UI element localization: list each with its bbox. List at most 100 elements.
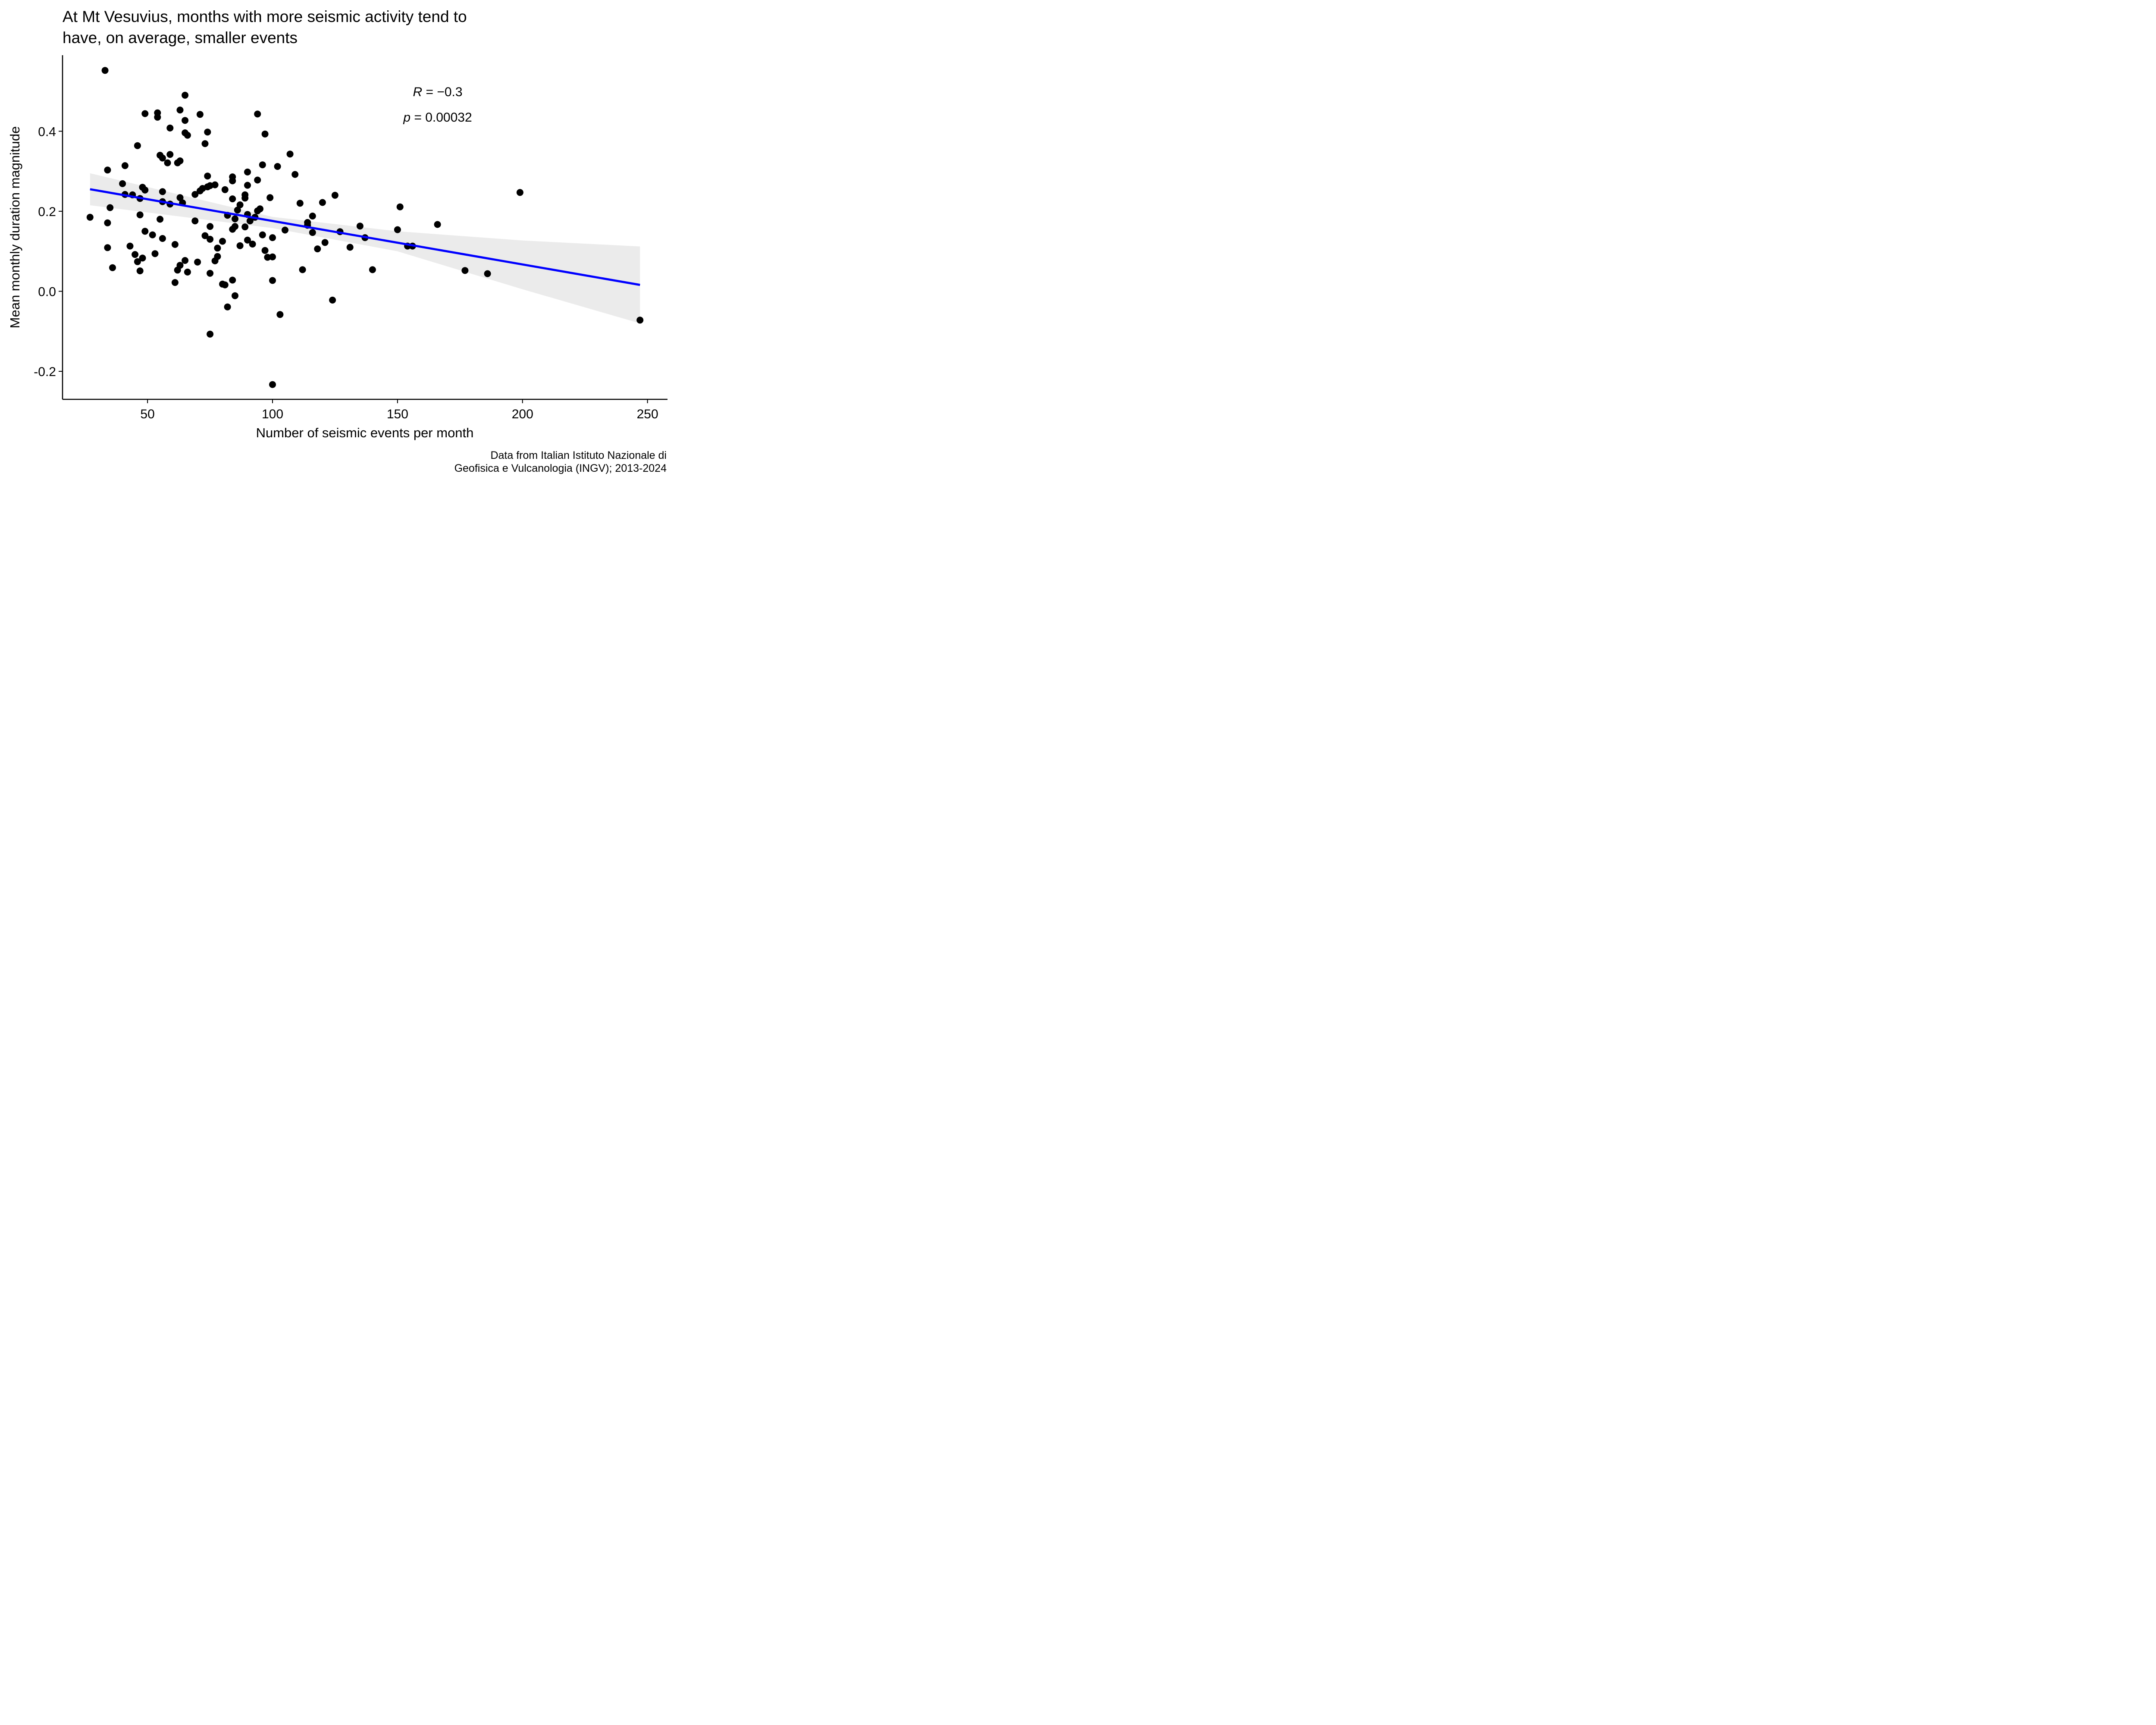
data-point xyxy=(236,201,244,208)
data-point xyxy=(204,172,211,180)
data-point xyxy=(329,296,336,304)
data-point xyxy=(296,200,304,207)
data-point xyxy=(101,67,109,74)
data-point xyxy=(636,317,644,324)
data-point xyxy=(321,239,329,246)
data-point xyxy=(166,124,174,132)
y-tick-label: 0.2 xyxy=(38,205,56,219)
data-point xyxy=(274,163,281,170)
data-point xyxy=(269,234,276,242)
data-point xyxy=(104,166,111,174)
data-point xyxy=(154,113,161,121)
data-point xyxy=(254,176,261,184)
data-point xyxy=(136,211,144,219)
data-point xyxy=(232,215,238,223)
x-tick-label: 50 xyxy=(140,407,154,421)
data-point xyxy=(484,270,491,277)
caption-line-1: Data from Italian Istituto Nazionale di xyxy=(490,449,667,461)
x-axis-label: Number of seismic events per month xyxy=(256,425,474,440)
data-point xyxy=(194,258,201,266)
data-point xyxy=(434,221,441,228)
data-point xyxy=(309,213,316,220)
data-point xyxy=(207,330,214,338)
data-point xyxy=(236,242,244,249)
data-point xyxy=(219,238,226,245)
data-point xyxy=(232,223,238,230)
data-point xyxy=(182,257,189,264)
data-point xyxy=(346,244,354,251)
p-value-annotation: p = 0.00032 xyxy=(403,110,472,125)
caption-line-2: Geofisica e Vulcanologia (INGV); 2013-20… xyxy=(454,462,667,474)
data-point xyxy=(229,276,236,284)
data-point xyxy=(176,262,184,269)
y-tick-label: -0.2 xyxy=(34,365,56,379)
data-point xyxy=(269,277,276,284)
x-tick-label: 250 xyxy=(637,407,658,421)
data-point xyxy=(132,251,139,258)
data-point xyxy=(244,182,251,189)
data-point xyxy=(134,258,141,265)
data-point xyxy=(171,241,179,248)
data-point xyxy=(139,254,146,262)
data-point xyxy=(244,236,251,244)
data-point xyxy=(104,219,111,226)
regression-line xyxy=(90,188,640,286)
r-value: = −0.3 xyxy=(422,85,462,99)
data-point xyxy=(176,157,184,164)
data-point xyxy=(461,267,469,274)
data-point xyxy=(269,381,276,388)
data-point xyxy=(259,231,266,238)
y-tick-label: 0.0 xyxy=(38,285,56,299)
data-point xyxy=(121,162,128,169)
data-point xyxy=(211,181,219,188)
data-point xyxy=(261,130,269,138)
axis-ticks: 50 100 150 200 250 -0.2 0.0 0.2 0.4 xyxy=(34,125,658,421)
data-point xyxy=(286,151,294,158)
data-point xyxy=(396,203,404,210)
data-point xyxy=(229,177,236,185)
p-symbol: p xyxy=(403,110,411,125)
data-point xyxy=(214,253,221,260)
r-symbol: R xyxy=(413,85,422,99)
data-point xyxy=(214,245,221,252)
x-tick-label: 200 xyxy=(512,407,533,421)
x-tick-label: 100 xyxy=(262,407,283,421)
data-point xyxy=(269,253,276,260)
data-point xyxy=(259,161,266,169)
scatter-chart: At Mt Vesuvius, months with more seismic… xyxy=(7,8,667,474)
data-point xyxy=(86,213,94,221)
data-point xyxy=(241,194,249,202)
data-point xyxy=(257,205,263,213)
data-point xyxy=(207,223,214,230)
data-point xyxy=(276,311,284,318)
data-point xyxy=(232,292,238,299)
data-point xyxy=(254,110,261,118)
data-point xyxy=(182,91,189,99)
data-point xyxy=(182,117,189,124)
x-tick-label: 150 xyxy=(387,407,408,421)
data-point xyxy=(261,247,269,254)
data-point xyxy=(171,279,179,286)
data-point xyxy=(104,244,111,251)
data-point xyxy=(164,159,171,166)
data-point xyxy=(319,199,326,206)
data-point xyxy=(369,266,376,273)
data-point xyxy=(157,216,164,223)
r-value-annotation: R = −0.3 xyxy=(413,85,462,99)
data-point xyxy=(141,110,149,117)
data-point xyxy=(282,226,288,234)
confidence-band xyxy=(90,173,640,323)
data-point xyxy=(191,191,199,198)
data-point xyxy=(394,226,401,233)
data-point xyxy=(191,217,199,225)
data-point xyxy=(516,189,523,196)
data-point xyxy=(126,242,134,250)
data-point xyxy=(184,132,191,139)
data-point xyxy=(266,194,274,201)
data-point xyxy=(207,270,214,277)
data-point xyxy=(291,171,299,178)
data-point xyxy=(107,204,114,211)
y-tick-label: 0.4 xyxy=(38,125,56,139)
data-point xyxy=(184,268,191,276)
plot-area xyxy=(86,67,644,388)
